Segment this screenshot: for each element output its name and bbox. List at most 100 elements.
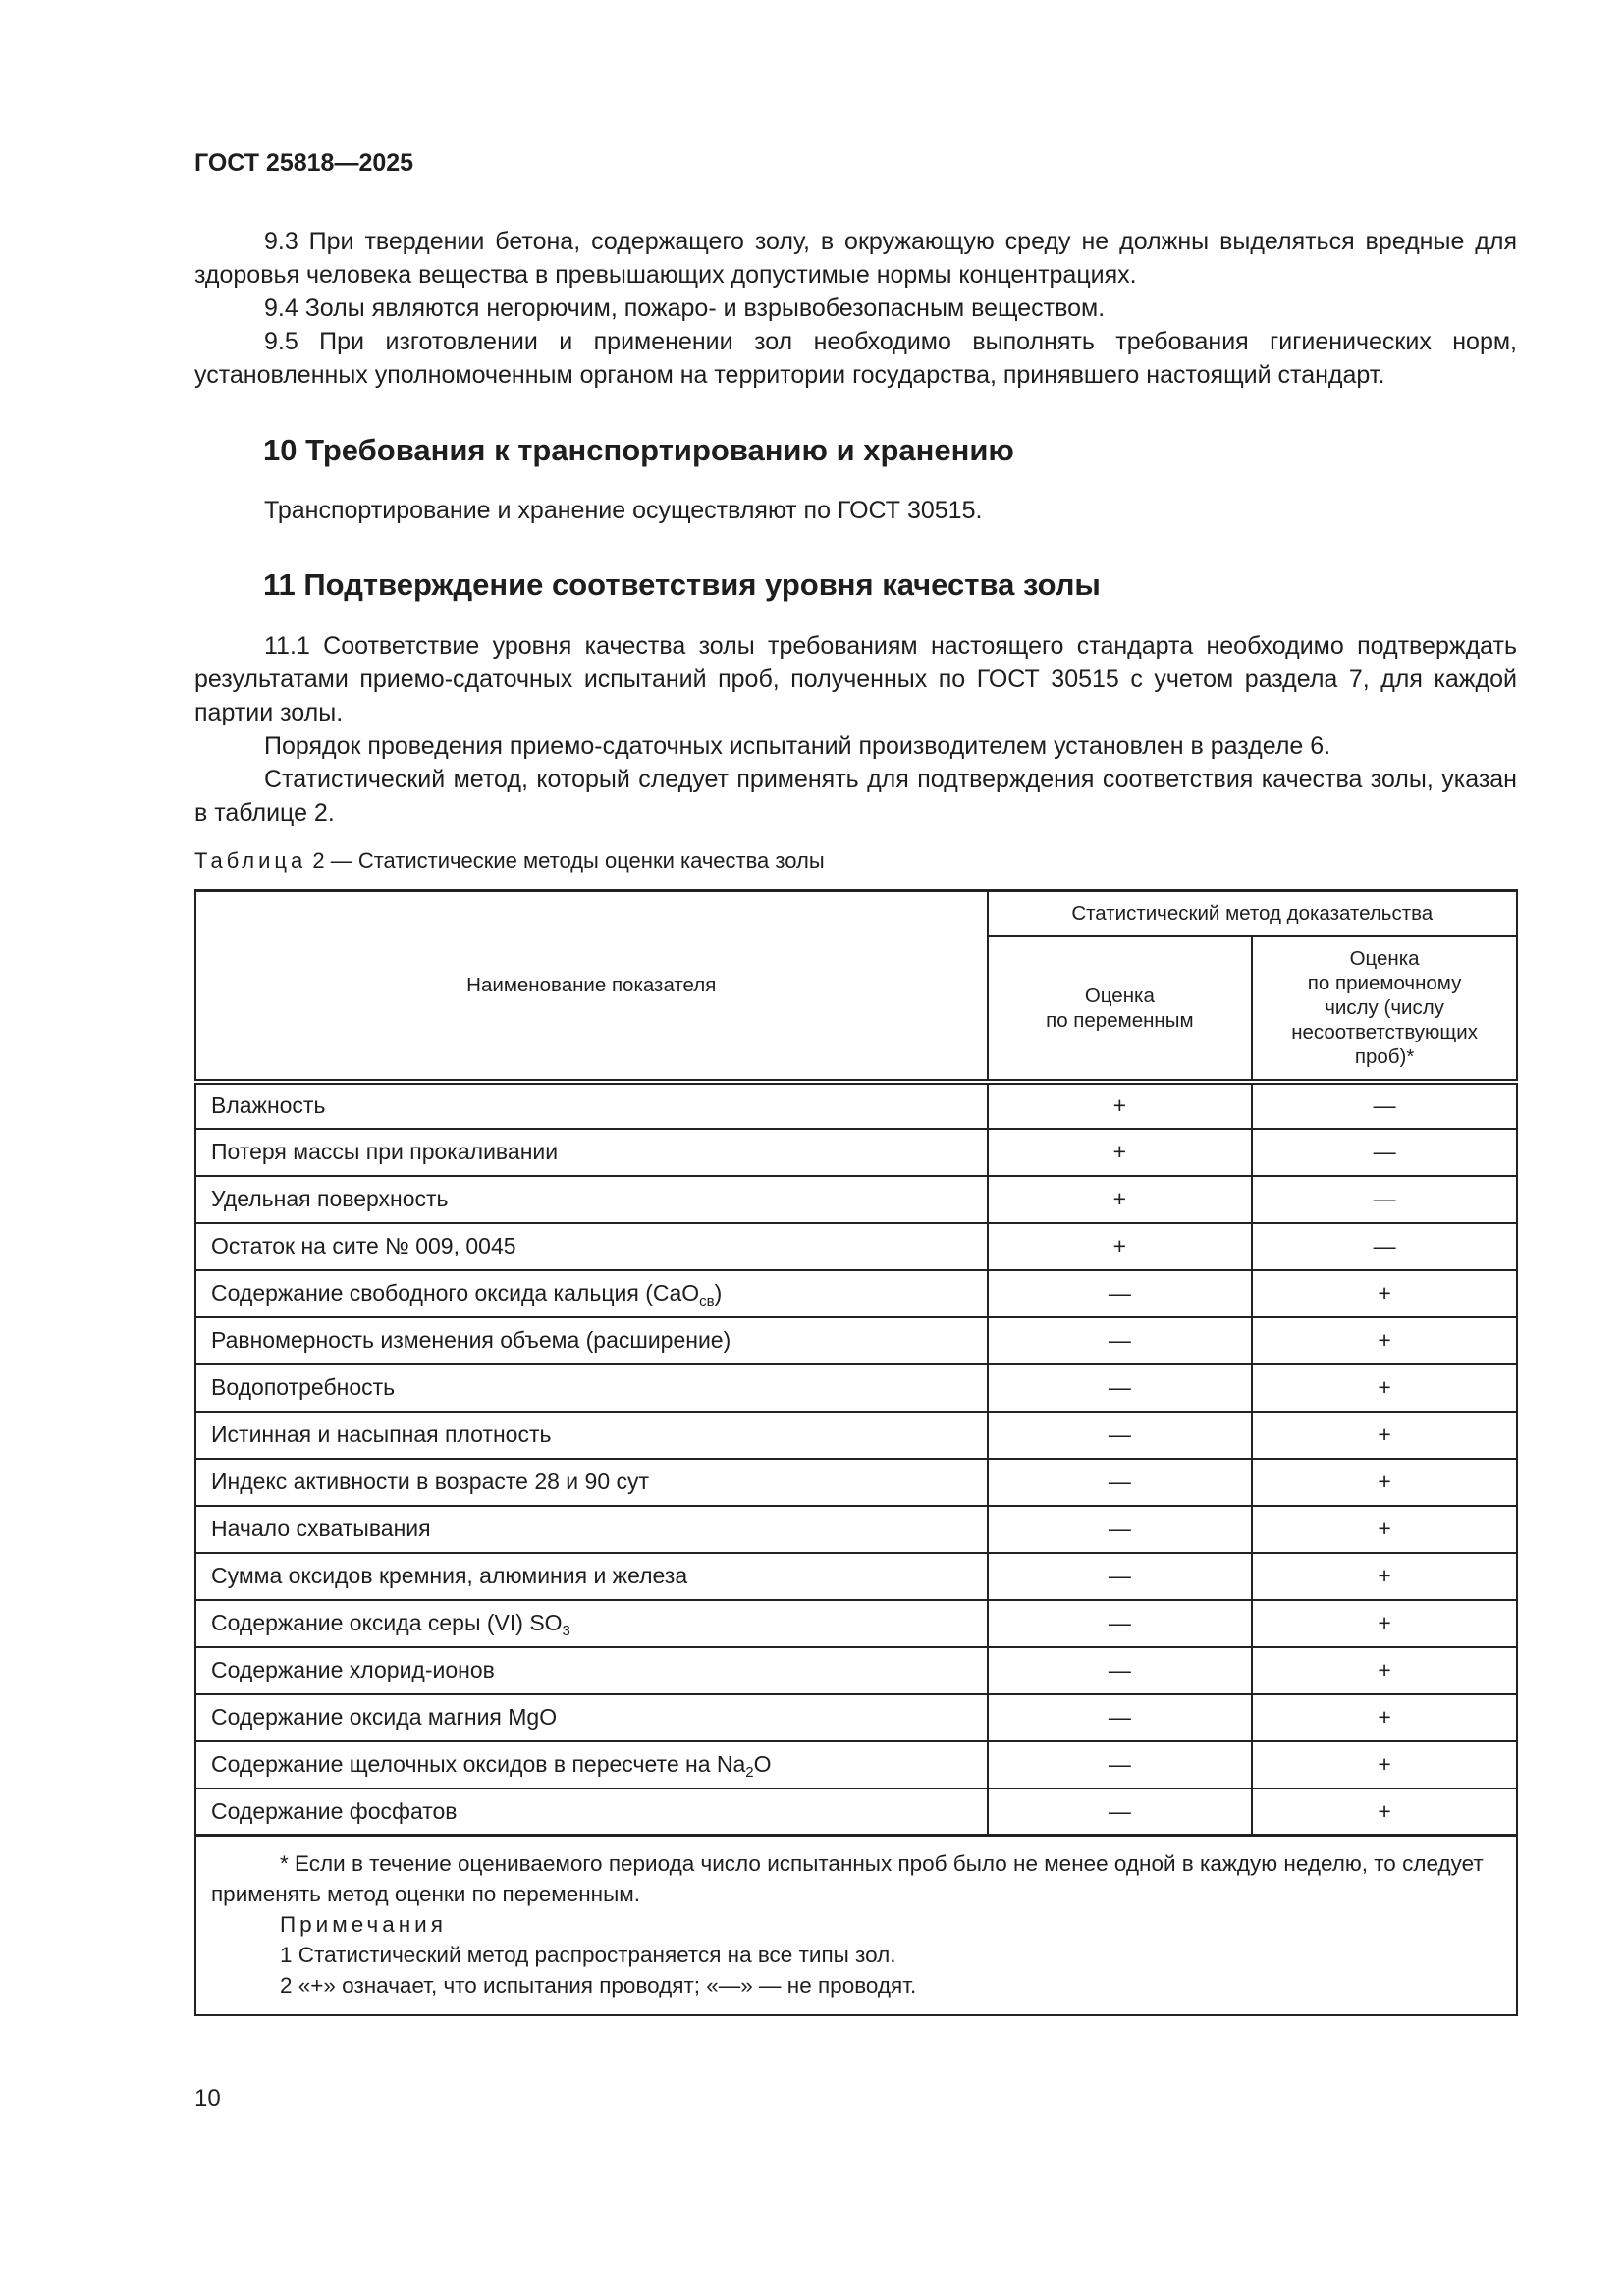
table-row: Содержание фосфатов — + bbox=[194, 1787, 1518, 1837]
row-name-text: Содержание фосфатов bbox=[211, 1797, 458, 1824]
row-name-subscript: 3 bbox=[562, 1623, 570, 1639]
indicator-name: Потеря массы при прокаливании bbox=[194, 1127, 989, 1177]
acceptance-number-mark: — bbox=[1251, 1221, 1518, 1271]
variable-assessment-mark: — bbox=[986, 1457, 1254, 1507]
paragraph-11-2: Порядок проведения приемо-сдаточных испы… bbox=[264, 732, 1331, 760]
indicator-name: Водопотребность bbox=[194, 1362, 989, 1413]
page-number: 10 bbox=[194, 2085, 221, 2111]
indicator-name: Остаток на сите № 009, 0045 bbox=[194, 1221, 989, 1271]
indicator-name: Содержание хлорид-ионов bbox=[194, 1645, 989, 1695]
footnote: * Если в течение оцениваемого периода чи… bbox=[211, 1851, 1484, 1906]
indicator-name: Содержание оксида серы (VI) SO3 bbox=[194, 1598, 989, 1648]
paragraph-9-3: 9.3 При твердении бетона, содержащего зо… bbox=[194, 228, 1517, 289]
paragraph-9-5: 9.5 При изготовлении и применении зол не… bbox=[194, 328, 1517, 389]
section-10-text: Транспортирование и хранение осуществляю… bbox=[264, 497, 983, 524]
header-method-group: Статистический метод доказательства bbox=[986, 889, 1519, 937]
variable-assessment-mark: — bbox=[986, 1504, 1254, 1554]
acceptance-number-mark: + bbox=[1251, 1362, 1518, 1413]
variable-assessment-mark: — bbox=[986, 1787, 1254, 1837]
variable-assessment-mark: — bbox=[986, 1692, 1254, 1742]
variable-assessment-mark: — bbox=[986, 1410, 1254, 1460]
acceptance-number-mark: + bbox=[1251, 1598, 1518, 1648]
acceptance-number-mark: + bbox=[1251, 1787, 1518, 1837]
table-row: Сумма оксидов кремния, алюминия и железа… bbox=[194, 1551, 1518, 1601]
row-name-text: Содержание оксида магния MgO bbox=[211, 1704, 558, 1730]
row-name-text: Содержание свободного оксида кальция (Ca… bbox=[211, 1280, 700, 1306]
section-10-heading: 10 Требования к транспортированию и хран… bbox=[263, 433, 1014, 467]
section-11-text: 11.1 Соответствие уровня качества золы т… bbox=[194, 629, 1517, 829]
indicator-name: Содержание оксида магния MgO bbox=[194, 1692, 989, 1742]
variable-assessment-mark: — bbox=[986, 1268, 1254, 1318]
row-name-text: Влажность bbox=[211, 1093, 326, 1118]
table-row: Содержание оксида магния MgO — + bbox=[194, 1692, 1518, 1742]
row-name-text: Начало схватывания bbox=[211, 1516, 431, 1541]
row-name-text: Содержание щелочных оксидов в пересчете … bbox=[211, 1751, 746, 1777]
row-name-subscript: св bbox=[699, 1293, 715, 1309]
indicator-name: Равномерность изменения объема (расширен… bbox=[194, 1315, 989, 1365]
notes-title: Примечания bbox=[280, 1912, 447, 1937]
header-indicator-name: Наименование показателя bbox=[194, 889, 989, 1083]
row-name-subscript: 2 bbox=[745, 1764, 754, 1781]
indicator-name: Содержание фосфатов bbox=[194, 1787, 989, 1837]
acceptance-number-mark: — bbox=[1251, 1127, 1518, 1177]
table-row: Начало схватывания — + bbox=[194, 1504, 1518, 1554]
indicator-name: Начало схватывания bbox=[194, 1504, 989, 1554]
table-row: Содержание свободного оксида кальция (Ca… bbox=[194, 1268, 1518, 1318]
row-name-text: Содержание хлорид-ионов bbox=[211, 1657, 495, 1682]
row-name-text: Равномерность изменения объема (расширен… bbox=[211, 1327, 731, 1353]
indicator-name: Сумма оксидов кремния, алюминия и железа bbox=[194, 1551, 989, 1601]
variable-assessment-mark: + bbox=[986, 1221, 1254, 1271]
row-name-text: Содержание оксида серы (VI) SO bbox=[211, 1610, 563, 1635]
acceptance-number-mark: + bbox=[1251, 1457, 1518, 1507]
acceptance-number-mark: + bbox=[1251, 1504, 1518, 1554]
acceptance-number-mark: + bbox=[1251, 1645, 1518, 1695]
indicator-name: Индекс активности в возрасте 28 и 90 сут bbox=[194, 1457, 989, 1507]
indicator-name: Истинная и насыпная плотность bbox=[194, 1410, 989, 1460]
variable-assessment-mark: — bbox=[986, 1551, 1254, 1601]
table-notes: * Если в течение оцениваемого периода чи… bbox=[194, 1834, 1518, 2016]
acceptance-number-mark: + bbox=[1251, 1692, 1518, 1742]
paragraph-11-3: Статистический метод, который следует пр… bbox=[194, 766, 1517, 827]
table-row: Истинная и насыпная плотность — + bbox=[194, 1410, 1518, 1460]
row-name-text: Остаток на сите № 009, 0045 bbox=[211, 1233, 516, 1258]
row-name-text: Потеря массы при прокаливании bbox=[211, 1139, 559, 1164]
acceptance-number-mark: + bbox=[1251, 1739, 1518, 1789]
table-row: Водопотребность — + bbox=[194, 1362, 1518, 1413]
acceptance-number-mark: — bbox=[1251, 1174, 1518, 1224]
variable-assessment-mark: — bbox=[986, 1362, 1254, 1413]
indicator-name: Удельная поверхность bbox=[194, 1174, 989, 1224]
row-name-text: Сумма оксидов кремния, алюминия и железа bbox=[211, 1563, 688, 1588]
section-11-heading: 11 Подтверждение соответствия уровня кач… bbox=[263, 567, 1101, 602]
paragraph-9-4: 9.4 Золы являются негорючим, пожаро- и в… bbox=[264, 294, 1106, 322]
statistical-methods-table: Наименование показателя Статистический м… bbox=[194, 889, 1519, 2016]
row-name-text: Удельная поверхность bbox=[211, 1186, 449, 1211]
row-name-text: Индекс активности в возрасте 28 и 90 сут bbox=[211, 1468, 650, 1494]
table-row: Индекс активности в возрасте 28 и 90 сут… bbox=[194, 1457, 1518, 1507]
acceptance-number-mark: + bbox=[1251, 1315, 1518, 1365]
header-acceptance-number: Оценка по приемочному числу (числу несоо… bbox=[1251, 934, 1518, 1083]
acceptance-number-mark: — bbox=[1251, 1078, 1518, 1130]
table-row: Содержание хлорид-ионов — + bbox=[194, 1645, 1518, 1695]
table-row: Содержание щелочных оксидов в пересчете … bbox=[194, 1739, 1518, 1789]
section-9-text: 9.3 При твердении бетона, содержащего зо… bbox=[194, 225, 1517, 392]
row-name-suffix: O bbox=[753, 1751, 772, 1777]
table-row: Удельная поверхность + — bbox=[194, 1174, 1518, 1224]
table-row: Влажность + — bbox=[194, 1078, 1518, 1130]
variable-assessment-mark: — bbox=[986, 1315, 1254, 1365]
header-variable-assessment: Оценка по переменным bbox=[986, 934, 1254, 1083]
variable-assessment-mark: + bbox=[986, 1174, 1254, 1224]
table-row: Остаток на сите № 009, 0045 + — bbox=[194, 1221, 1518, 1271]
caption-text: 2 — Статистические методы оценки качеств… bbox=[306, 848, 825, 873]
table-row: Потеря массы при прокаливании + — bbox=[194, 1127, 1518, 1177]
variable-assessment-mark: + bbox=[986, 1127, 1254, 1177]
document-id: ГОСТ 25818—2025 bbox=[194, 149, 414, 177]
table-row: Содержание оксида серы (VI) SO3 — + bbox=[194, 1598, 1518, 1648]
indicator-name: Содержание щелочных оксидов в пересчете … bbox=[194, 1739, 989, 1789]
variable-assessment-mark: — bbox=[986, 1598, 1254, 1648]
row-name-suffix: ) bbox=[714, 1280, 723, 1306]
variable-assessment-mark: — bbox=[986, 1739, 1254, 1789]
row-name-text: Водопотребность bbox=[211, 1374, 396, 1400]
paragraph-11-1: 11.1 Соответствие уровня качества золы т… bbox=[194, 632, 1517, 726]
note-2: 2 «+» означает, что испытания проводят; … bbox=[280, 1973, 917, 1998]
row-name-text: Истинная и насыпная плотность bbox=[211, 1421, 552, 1447]
